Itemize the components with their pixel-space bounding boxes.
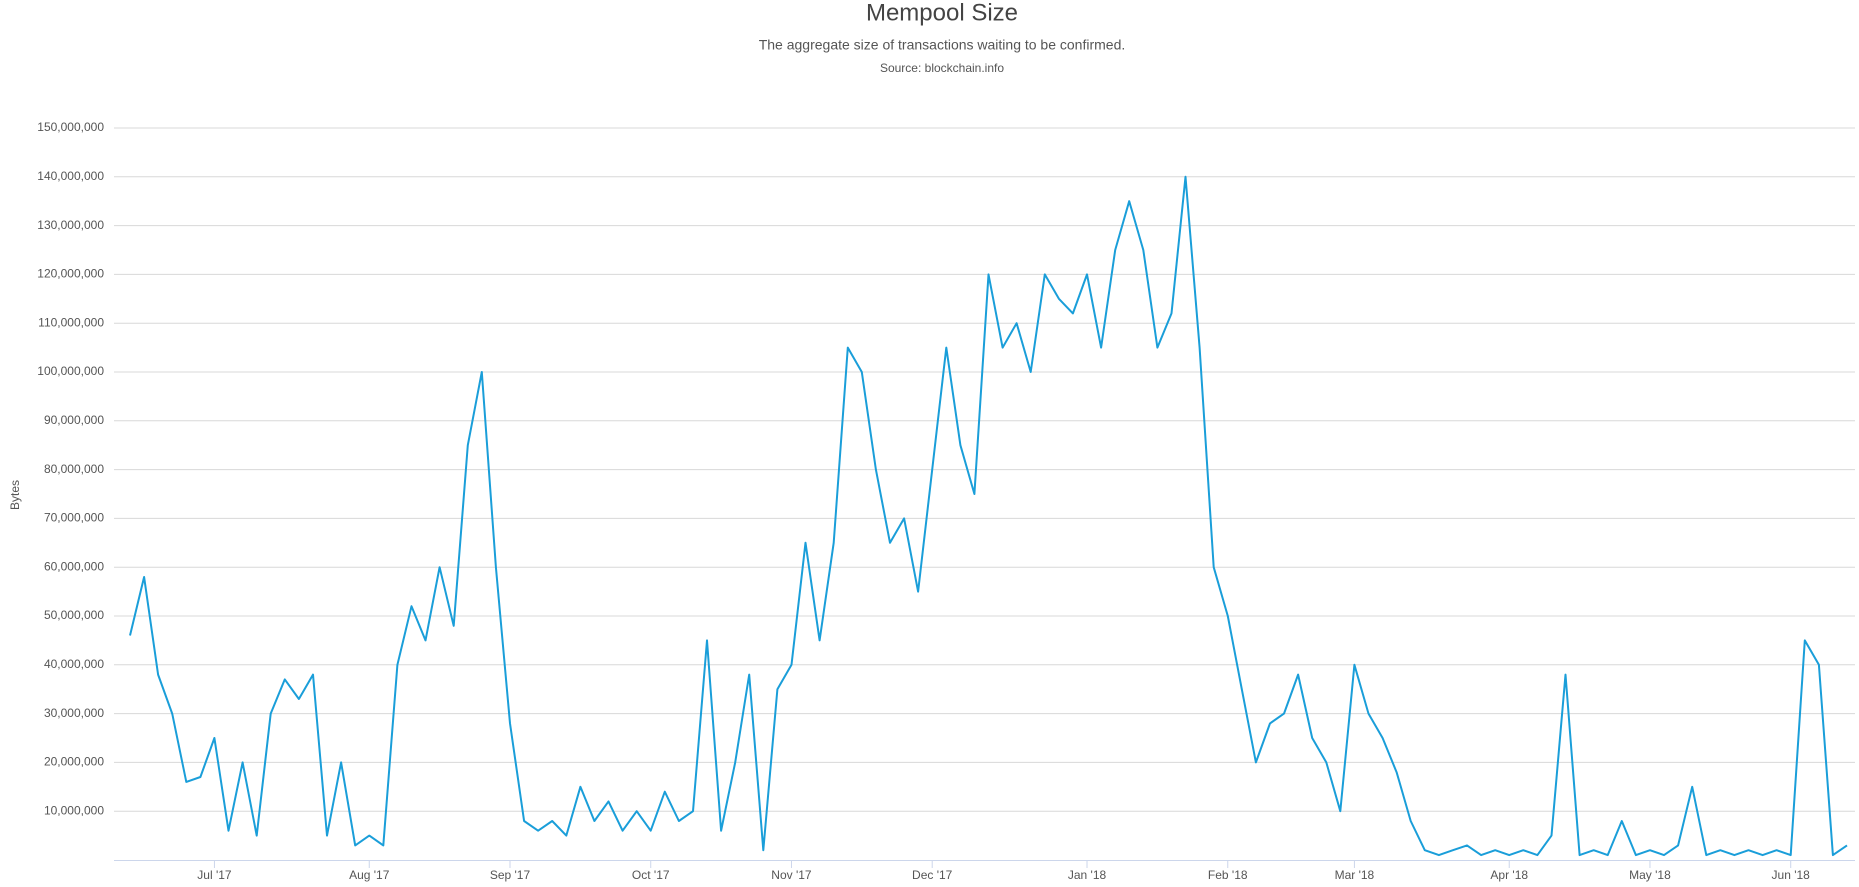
y-tick-label: 40,000,000 [44, 657, 104, 671]
x-tick-label: Sep '17 [490, 868, 531, 882]
y-tick-label: 120,000,000 [37, 267, 104, 281]
y-tick-label: 130,000,000 [37, 218, 104, 232]
chart-source: Source: blockchain.info [880, 61, 1004, 75]
x-tick-label: Mar '18 [1335, 868, 1375, 882]
x-tick-label: Jan '18 [1068, 868, 1107, 882]
x-tick-label: Dec '17 [912, 868, 953, 882]
y-tick-label: 80,000,000 [44, 462, 104, 476]
y-tick-label: 110,000,000 [38, 315, 104, 329]
chart-title: Mempool Size [866, 0, 1018, 26]
y-tick-label: 140,000,000 [37, 169, 104, 183]
y-tick-label: 150,000,000 [37, 120, 104, 134]
data-line [129, 175, 1848, 857]
y-tick-label: 20,000,000 [44, 755, 104, 769]
x-tick-label: Jul '17 [197, 868, 232, 882]
y-tick-label: 60,000,000 [44, 559, 104, 573]
y-tick-label: 10,000,000 [44, 803, 104, 817]
x-tick-label: Jun '18 [1772, 868, 1811, 882]
y-tick-label: 30,000,000 [44, 706, 104, 720]
chart-subtitle: The aggregate size of transactions waiti… [759, 37, 1126, 53]
x-tick-label: May '18 [1629, 868, 1671, 882]
y-tick-label: 50,000,000 [44, 608, 104, 622]
y-tick-label: 90,000,000 [44, 413, 104, 427]
x-tick-label: Aug '17 [349, 868, 390, 882]
y-axis-label: Bytes [8, 480, 22, 510]
x-tick-label: Feb '18 [1208, 868, 1248, 882]
x-tick-label: Nov '17 [771, 868, 812, 882]
x-tick-label: Apr '18 [1490, 868, 1528, 882]
x-tick-label: Oct '17 [632, 868, 670, 882]
y-tick-label: 70,000,000 [44, 511, 104, 525]
y-tick-label: 100,000,000 [37, 364, 104, 378]
